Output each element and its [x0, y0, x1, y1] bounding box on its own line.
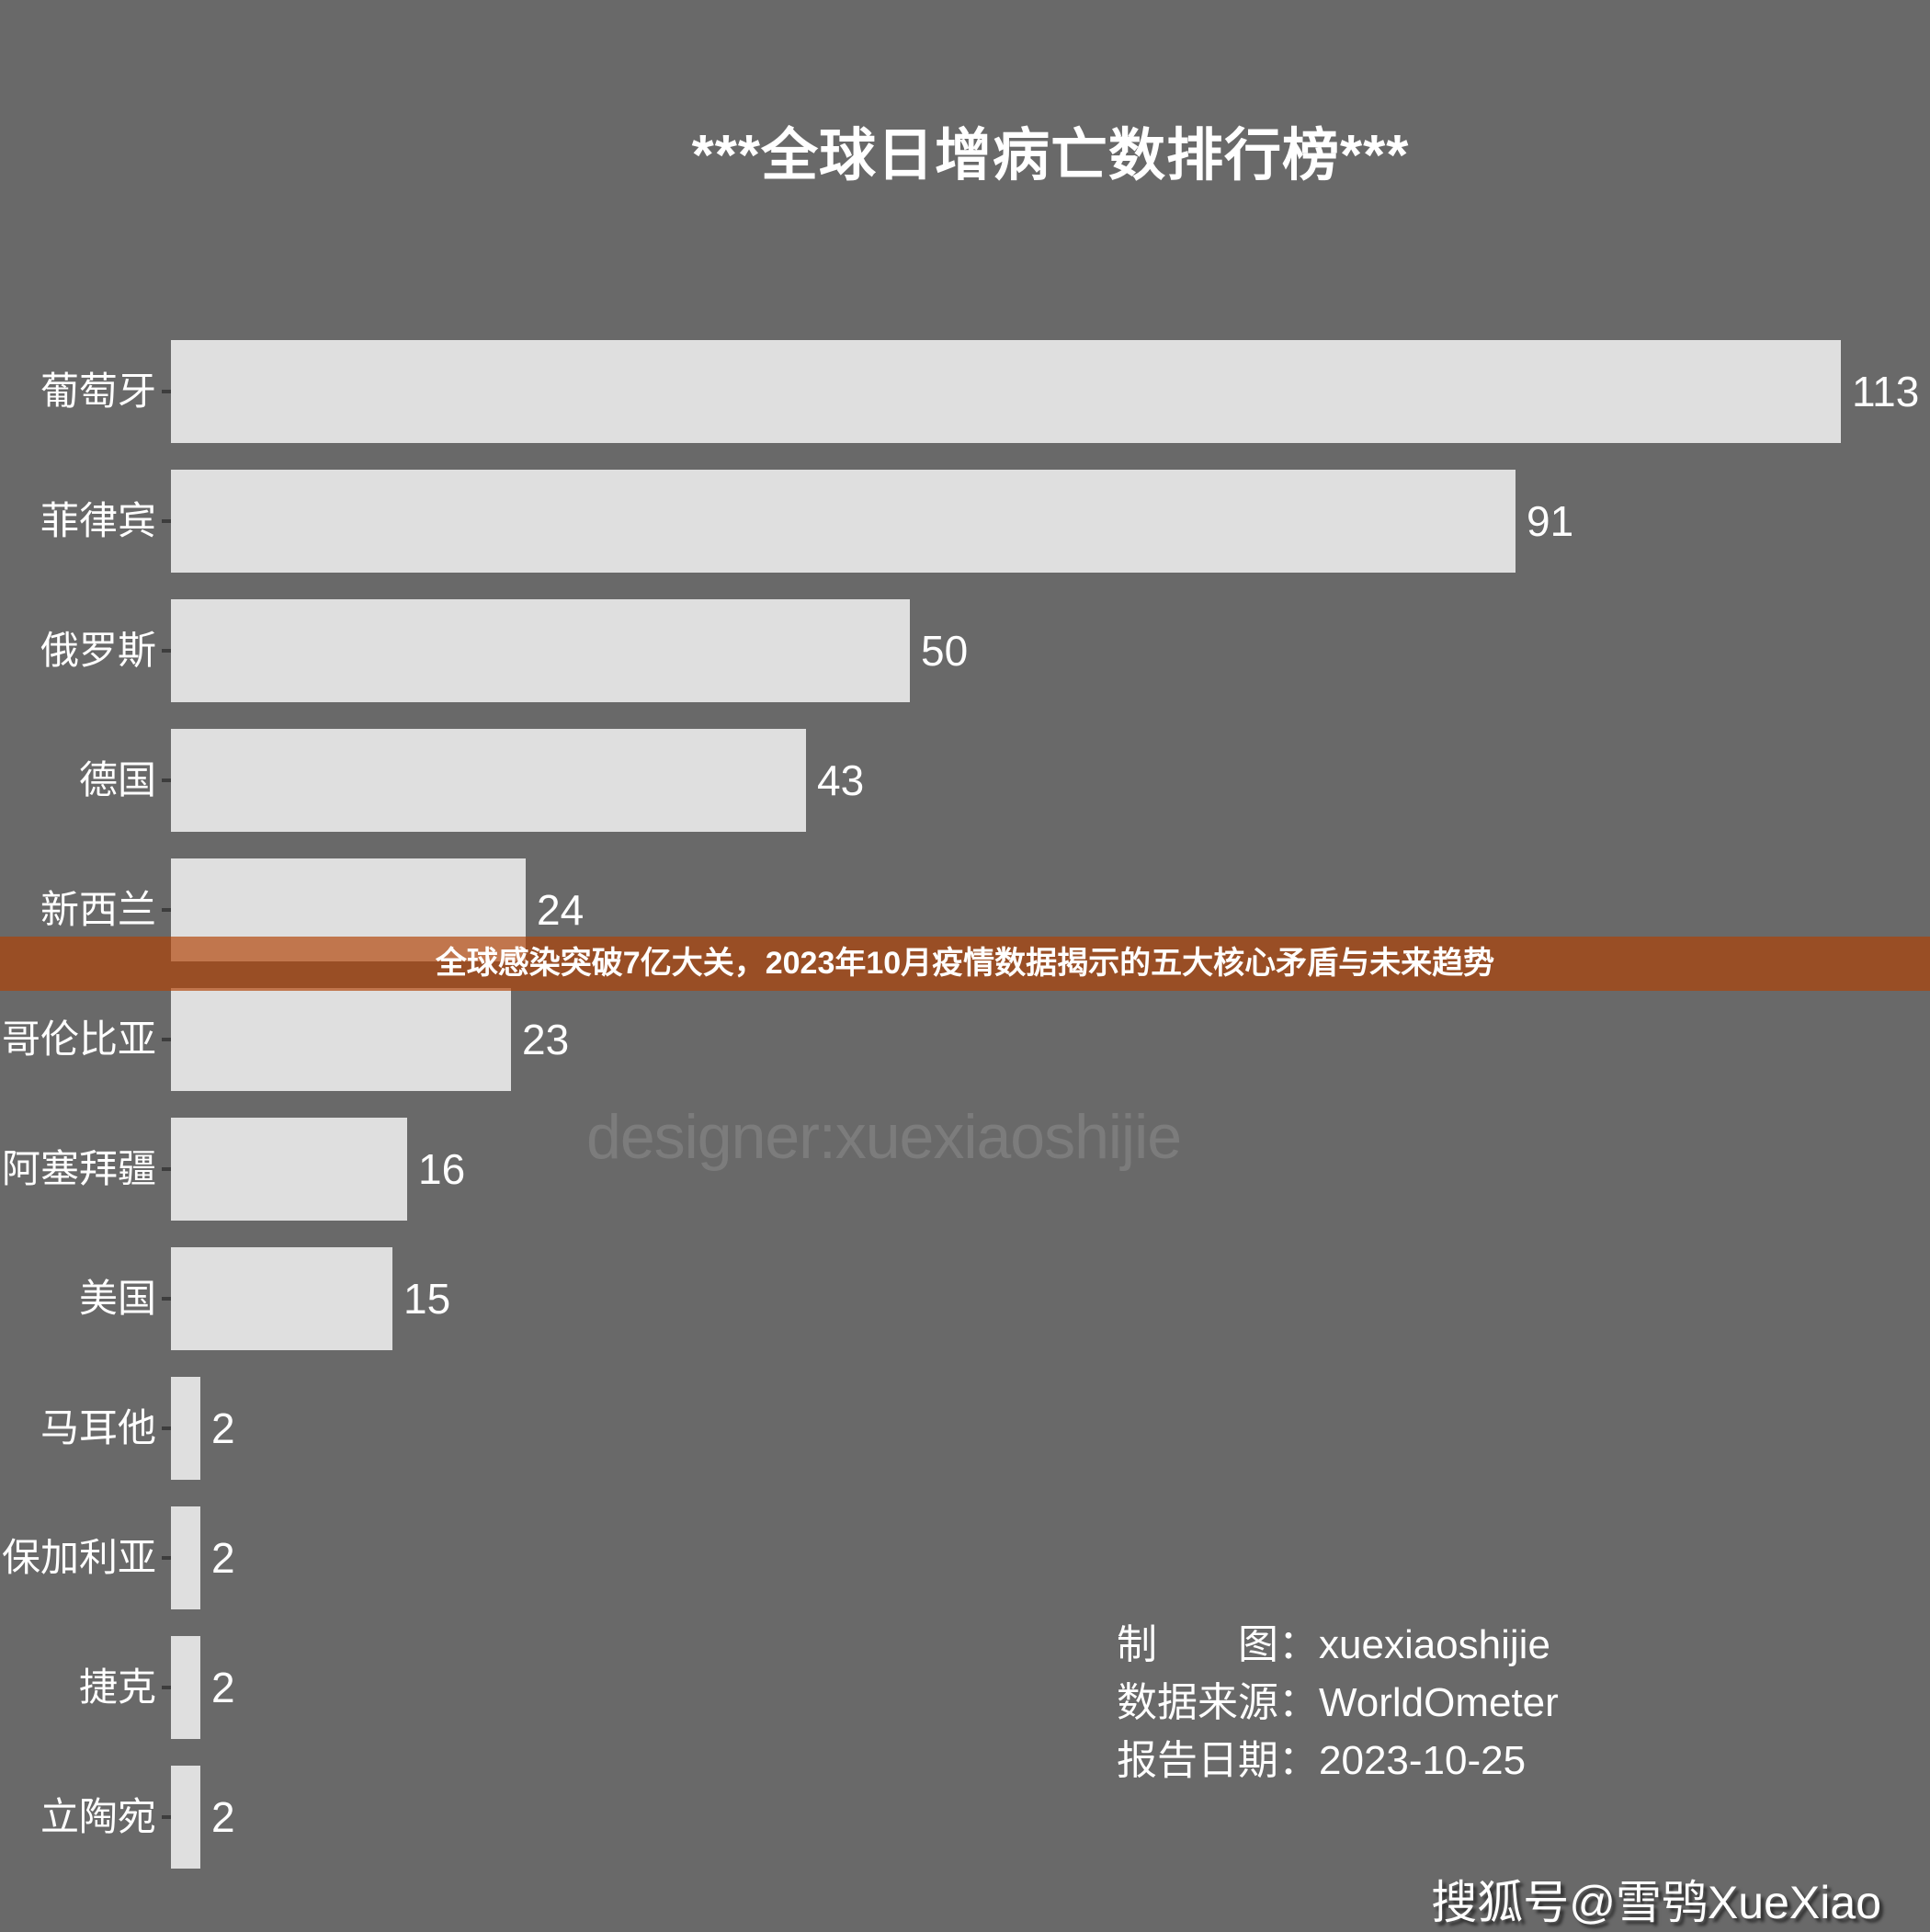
country-label: 马耳他 [40, 1406, 156, 1449]
bar-row: 葡萄牙 113 [0, 340, 1930, 443]
credit-source: 数据来源：WorldOmeter [1117, 1680, 1559, 1725]
credit-date: 报告日期：2023-10-25 [1117, 1738, 1527, 1783]
bar-value-label: 2 [211, 1534, 235, 1582]
y-tick-mark [162, 1815, 173, 1819]
bar-row: 德国 43 [0, 729, 1930, 832]
bar-row: 菲律宾 91 [0, 470, 1930, 573]
y-tick-mark [162, 1167, 173, 1171]
country-label: 德国 [78, 758, 156, 801]
country-label: 立陶宛 [40, 1795, 156, 1838]
bar-row: 阿塞拜疆 16 [0, 1118, 1930, 1221]
y-tick-mark [162, 908, 173, 912]
bar [171, 1506, 200, 1609]
country-label: 保加利亚 [1, 1536, 156, 1579]
bar [171, 1377, 200, 1480]
bar-row: 立陶宛 2 [0, 1766, 1930, 1869]
y-tick-mark [162, 519, 173, 523]
bar-value-label: 50 [921, 627, 969, 675]
y-tick-mark [162, 778, 173, 782]
y-tick-mark [162, 1297, 173, 1301]
credit-maker: 制 图：xuexiaoshijie [1117, 1622, 1550, 1667]
country-label: 捷克 [78, 1665, 156, 1709]
y-tick-mark [162, 1038, 173, 1041]
bar-row: 保加利亚 2 [0, 1506, 1930, 1609]
chart-title: ***全球日增病亡数排行榜*** [691, 124, 1410, 188]
y-tick-mark [162, 1556, 173, 1560]
y-tick-mark [162, 649, 173, 653]
bar-value-label: 15 [403, 1275, 451, 1323]
country-label: 阿塞拜疆 [1, 1147, 156, 1190]
country-label: 菲律宾 [40, 499, 156, 542]
bar-row: 美国 15 [0, 1247, 1930, 1350]
country-label: 新西兰 [40, 888, 156, 931]
bar [171, 340, 1841, 443]
bar-value-label: 24 [537, 886, 585, 934]
country-label: 美国 [78, 1277, 156, 1320]
bar-value-label: 2 [211, 1793, 235, 1841]
y-tick-mark [162, 1426, 173, 1430]
country-label: 葡萄牙 [40, 369, 156, 413]
bar [171, 1247, 392, 1350]
bar [171, 1636, 200, 1739]
bar-value-label: 2 [211, 1404, 235, 1452]
bar [171, 470, 1516, 573]
country-label: 哥伦比亚 [1, 1017, 156, 1061]
sohu-account-badge: 搜狐号@雪鸮XueXiao [1431, 1877, 1881, 1928]
bar [171, 599, 910, 702]
bar [171, 1766, 200, 1869]
bar-row: 马耳他 2 [0, 1377, 1930, 1480]
bar-value-label: 23 [522, 1016, 570, 1063]
bar-value-label: 16 [418, 1145, 466, 1193]
bar [171, 988, 511, 1091]
bar-value-label: 113 [1852, 368, 1920, 415]
credits-block: 制 图：xuexiaoshijie 数据来源：WorldOmeter 报告日期：… [1117, 1616, 1559, 1790]
designer-watermark: designer:xuexiaoshijie [586, 1102, 1182, 1172]
bar-value-label: 2 [211, 1664, 235, 1711]
headline-banner: 全球感染突破7亿大关，2023年10月疫情数据揭示的五大核心矛盾与未来趋势 [0, 937, 1930, 991]
bar-row: 捷克 2 [0, 1636, 1930, 1739]
headline-banner-text: 全球感染突破7亿大关，2023年10月疫情数据揭示的五大核心矛盾与未来趋势 [435, 946, 1495, 981]
bar-value-label: 91 [1527, 497, 1574, 545]
bar-row: 哥伦比亚 23 [0, 988, 1930, 1091]
bar [171, 1118, 407, 1221]
bar-value-label: 43 [817, 756, 865, 804]
bar [171, 729, 806, 832]
y-tick-mark [162, 1686, 173, 1689]
y-tick-mark [162, 390, 173, 393]
country-label: 俄罗斯 [40, 629, 156, 672]
bar-row: 俄罗斯 50 [0, 599, 1930, 702]
